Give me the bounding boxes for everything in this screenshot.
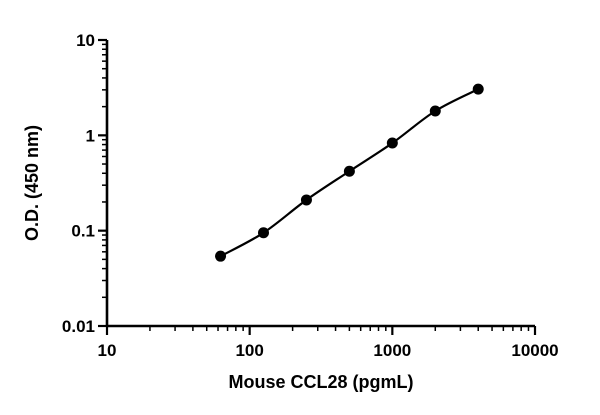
data-point (215, 250, 227, 262)
y-tick-label: 0.1 (71, 222, 95, 241)
x-tick-label: 100 (235, 341, 263, 360)
data-point (472, 83, 484, 95)
data-point (343, 165, 355, 177)
x-tick-label: 10000 (511, 341, 558, 360)
y-tick-label: 10 (76, 31, 95, 50)
x-ticks (105, 326, 537, 335)
data-point (429, 105, 441, 117)
y-tick-label: 0.01 (62, 317, 95, 336)
y-tick-label: 1 (86, 126, 95, 145)
x-tick-label: 10 (98, 341, 117, 360)
data-points (215, 83, 484, 262)
x-tick-label: 1000 (373, 341, 411, 360)
data-point (257, 227, 269, 239)
x-axis-title: Mouse CCL28 (pgmL) (228, 372, 413, 392)
data-point (386, 137, 398, 149)
data-point (300, 194, 312, 206)
axes (105, 40, 535, 328)
x-tick-labels: 10 100 1000 10000 (98, 341, 559, 360)
y-ticks (98, 38, 107, 328)
y-tick-labels: 0.01 0.1 1 10 (62, 31, 95, 336)
y-axis-title: O.D. (450 nm) (22, 125, 42, 241)
